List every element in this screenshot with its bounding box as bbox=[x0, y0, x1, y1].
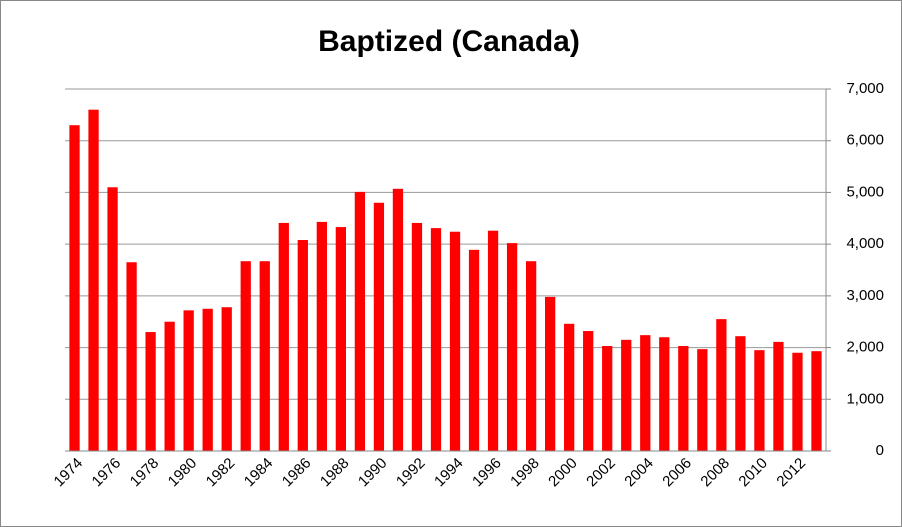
bar bbox=[602, 346, 613, 451]
bar bbox=[88, 109, 99, 451]
bar bbox=[202, 308, 213, 451]
bar bbox=[316, 221, 327, 451]
bar bbox=[621, 339, 632, 451]
bar bbox=[792, 352, 803, 451]
bar bbox=[411, 222, 423, 451]
bar bbox=[354, 191, 366, 451]
bar bbox=[506, 243, 518, 451]
bar bbox=[754, 350, 765, 451]
bar bbox=[259, 261, 270, 451]
bar bbox=[183, 310, 194, 451]
bar bbox=[773, 341, 784, 451]
bar bbox=[278, 222, 289, 451]
bar bbox=[564, 323, 575, 451]
bar bbox=[583, 331, 594, 451]
bar bbox=[240, 261, 251, 451]
bar bbox=[126, 262, 137, 451]
bar bbox=[811, 351, 822, 451]
bar bbox=[640, 335, 651, 451]
bar bbox=[525, 261, 537, 451]
y-tick-label: 5,000 bbox=[846, 183, 884, 200]
bar bbox=[297, 240, 308, 451]
bar bbox=[678, 346, 689, 451]
y-tick-label: 7,000 bbox=[846, 80, 884, 97]
bar bbox=[145, 332, 156, 451]
bar bbox=[697, 349, 708, 451]
bar bbox=[107, 187, 118, 451]
bar bbox=[335, 227, 346, 451]
y-tick-label: 2,000 bbox=[846, 339, 884, 356]
bar bbox=[430, 228, 442, 451]
bar bbox=[487, 230, 499, 451]
bar bbox=[164, 321, 175, 451]
bar bbox=[221, 307, 232, 451]
bar bbox=[545, 296, 556, 451]
y-tick-label: 4,000 bbox=[846, 235, 884, 252]
bar bbox=[659, 337, 670, 451]
chart-title: Baptized (Canada) bbox=[318, 25, 580, 58]
bar bbox=[69, 125, 80, 451]
bar bbox=[716, 319, 727, 451]
bar bbox=[373, 202, 385, 451]
bar bbox=[392, 188, 404, 451]
y-tick-label: 1,000 bbox=[846, 390, 884, 407]
bar bbox=[735, 336, 746, 451]
y-tick-label: 3,000 bbox=[846, 287, 884, 304]
bar bbox=[449, 231, 461, 451]
y-tick-label: 6,000 bbox=[846, 132, 884, 149]
y-tick-label: 0 bbox=[876, 442, 884, 459]
bar bbox=[468, 249, 480, 451]
